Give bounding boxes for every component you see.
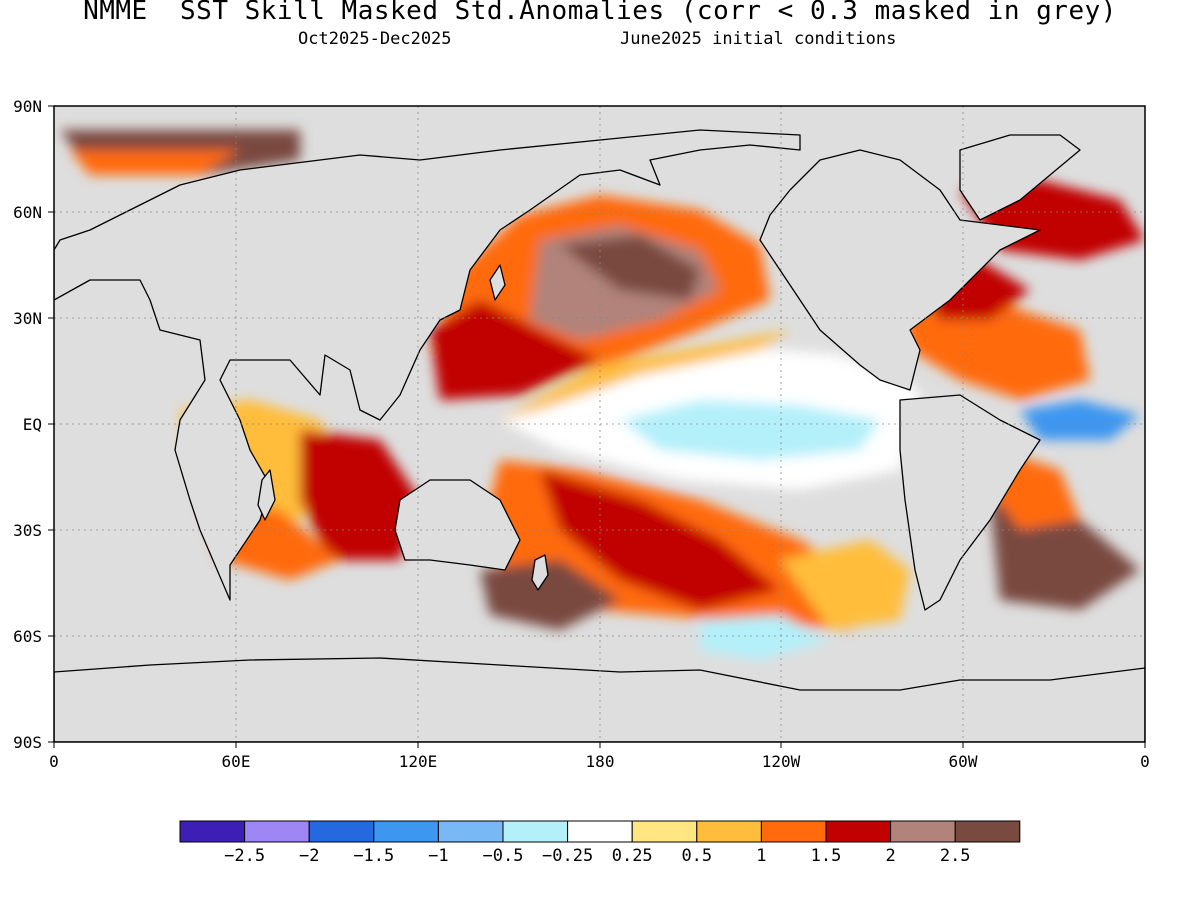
- colorbar-label: 2.5: [940, 846, 971, 866]
- anomaly-field: [54, 106, 1145, 742]
- lat-tick-label: 60S: [13, 627, 42, 646]
- south-pacific-brown: [480, 560, 620, 630]
- latitude-labels: 90N 60N 30N EQ 30S 60S 90S: [13, 97, 42, 752]
- initial-conditions: June2025 initial conditions: [620, 29, 897, 49]
- japan: [489, 264, 506, 301]
- colorbar-swatch: [954, 820, 1021, 843]
- lat-tick-label: 90N: [13, 97, 42, 116]
- indian-ocean-red: [300, 430, 420, 560]
- forecast-period: Oct2025-Dec2025: [298, 29, 452, 49]
- colorbar-swatch: [437, 820, 504, 843]
- lon-tick-label: 120W: [762, 752, 801, 771]
- colorbar-swatch: [179, 820, 246, 843]
- lat-tick-label: EQ: [23, 415, 42, 434]
- lat-tick-label: 30N: [13, 309, 42, 328]
- afro-eurasia: [54, 129, 801, 601]
- south-pacific-red: [540, 470, 780, 610]
- south-america: [899, 394, 1041, 611]
- colorbar-label: −1: [428, 846, 448, 866]
- colorbar-swatch: [890, 820, 956, 843]
- south-pacific-orange-east: [780, 540, 910, 630]
- colorbar-label: 2: [885, 846, 895, 866]
- colorbar-swatch: [631, 820, 698, 843]
- colorbar-label: 0.25: [612, 846, 653, 866]
- colorbar: −2.5 −2 −1.5 −1 −0.5 −0.25 0.25 0.5 1 1.5 2 2.5: [179, 820, 1021, 866]
- lat-tick-label: 60N: [13, 203, 42, 222]
- australia: [394, 479, 521, 571]
- equatorial-atlantic-cool: [1020, 400, 1140, 440]
- colorbar-swatch: [502, 820, 569, 843]
- southern-ocean-cool: [700, 615, 830, 660]
- colorbar-swatch: [244, 820, 310, 843]
- colorbar-swatch: [308, 820, 375, 843]
- north-pacific-east-brown: [560, 235, 700, 300]
- arctic-orange: [70, 150, 240, 175]
- graticule: [54, 106, 1145, 742]
- colorbar-label: −0.5: [483, 846, 524, 866]
- chart-title: NMME SST Skill Masked Std.Anomalies (cor…: [83, 0, 1117, 26]
- madagascar: [257, 469, 276, 521]
- lon-tick-label: 60W: [949, 752, 978, 771]
- anomaly-patches: [60, 130, 1145, 660]
- equatorial-cool: [620, 400, 880, 460]
- greenland: [959, 134, 1081, 221]
- colorbar-swatch: [825, 820, 892, 843]
- colorbar-label: −0.25: [542, 846, 593, 866]
- north-america: [759, 149, 1041, 391]
- lat-tick-label: 30S: [13, 521, 42, 540]
- colorbar-swatch: [373, 820, 439, 843]
- lon-tick-label: 60E: [222, 752, 251, 771]
- colorbar-label: −2: [299, 846, 319, 866]
- colorbar-swatch: [567, 820, 633, 843]
- colorbar-label: 1: [756, 846, 766, 866]
- land: [54, 129, 1145, 742]
- colorbar-label: −1.5: [353, 846, 394, 866]
- colorbar-swatch: [760, 820, 827, 843]
- colorbar-label: 0.5: [681, 846, 712, 866]
- lon-tick-label: 180: [586, 752, 615, 771]
- colorbar-label: 1.5: [811, 846, 842, 866]
- lon-tick-label: 0: [49, 752, 59, 771]
- colorbar-swatch: [696, 820, 762, 843]
- equatorial-warm-edge: [500, 330, 790, 420]
- antarctica: [54, 657, 1145, 742]
- new-zealand: [531, 554, 549, 591]
- colorbar-label: −2.5: [224, 846, 265, 866]
- lat-tick-label: 90S: [13, 733, 42, 752]
- tick-marks: [48, 105, 1146, 748]
- kuroshio-red: [430, 300, 600, 400]
- lon-tick-label: 120E: [399, 752, 438, 771]
- lon-tick-label: 0: [1140, 752, 1150, 771]
- longitude-labels: 0 60E 120E 180 120W 60W 0: [49, 752, 1150, 771]
